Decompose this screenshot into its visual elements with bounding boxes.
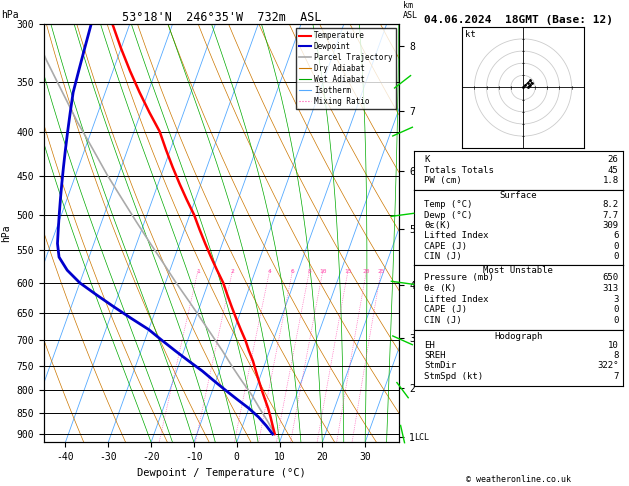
Text: 4: 4 (268, 269, 272, 274)
Text: 0: 0 (613, 305, 618, 314)
Y-axis label: Mixing Ratio (g/kg): Mixing Ratio (g/kg) (416, 177, 426, 289)
Text: kt: kt (465, 31, 476, 39)
Text: 1: 1 (196, 269, 200, 274)
Text: 15: 15 (344, 269, 352, 274)
Text: 0: 0 (613, 252, 618, 261)
Text: 04.06.2024  18GMT (Base: 12): 04.06.2024 18GMT (Base: 12) (424, 15, 613, 25)
Text: Lifted Index: Lifted Index (425, 295, 489, 304)
Text: StmSpd (kt): StmSpd (kt) (425, 372, 484, 381)
Y-axis label: hPa: hPa (1, 225, 11, 242)
Text: SREH: SREH (425, 351, 446, 360)
Text: 0: 0 (613, 242, 618, 251)
Text: 0: 0 (613, 316, 618, 325)
Text: CIN (J): CIN (J) (425, 316, 462, 325)
Text: hPa: hPa (1, 10, 19, 20)
Text: PW (cm): PW (cm) (425, 176, 462, 186)
Text: 309: 309 (603, 221, 618, 230)
Legend: Temperature, Dewpoint, Parcel Trajectory, Dry Adiabat, Wet Adiabat, Isotherm, Mi: Temperature, Dewpoint, Parcel Trajectory… (296, 28, 396, 109)
Text: 7: 7 (613, 372, 618, 381)
Text: EH: EH (425, 341, 435, 350)
Text: K: K (425, 155, 430, 164)
Text: StmDir: StmDir (425, 362, 457, 370)
Text: CIN (J): CIN (J) (425, 252, 462, 261)
Text: 322°: 322° (597, 362, 618, 370)
X-axis label: Dewpoint / Temperature (°C): Dewpoint / Temperature (°C) (137, 468, 306, 478)
Text: Temp (°C): Temp (°C) (425, 200, 473, 209)
Text: Surface: Surface (499, 191, 537, 200)
Text: θε (K): θε (K) (425, 284, 457, 293)
Text: 8.2: 8.2 (603, 200, 618, 209)
Text: km
ASL: km ASL (403, 0, 418, 20)
Title: 53°18'N  246°35'W  732m  ASL: 53°18'N 246°35'W 732m ASL (122, 11, 321, 24)
Text: Lifted Index: Lifted Index (425, 231, 489, 240)
Text: 25: 25 (377, 269, 385, 274)
Text: LCL: LCL (414, 433, 428, 442)
Text: Most Unstable: Most Unstable (483, 266, 554, 275)
Text: 7.7: 7.7 (603, 210, 618, 220)
Text: 45: 45 (608, 166, 618, 174)
Text: θε(K): θε(K) (425, 221, 451, 230)
Text: 3: 3 (613, 295, 618, 304)
Text: Dewp (°C): Dewp (°C) (425, 210, 473, 220)
Text: 20: 20 (363, 269, 370, 274)
Text: Totals Totals: Totals Totals (425, 166, 494, 174)
Text: 8: 8 (613, 351, 618, 360)
Text: 650: 650 (603, 274, 618, 282)
Text: 8: 8 (308, 269, 311, 274)
Text: 26: 26 (608, 155, 618, 164)
Text: © weatheronline.co.uk: © weatheronline.co.uk (466, 474, 571, 484)
Text: 2: 2 (231, 269, 235, 274)
Text: Hodograph: Hodograph (494, 331, 542, 341)
Text: 10: 10 (608, 341, 618, 350)
Text: 6: 6 (291, 269, 294, 274)
Text: 10: 10 (319, 269, 326, 274)
Text: 6: 6 (613, 231, 618, 240)
Text: CAPE (J): CAPE (J) (425, 242, 467, 251)
Text: 313: 313 (603, 284, 618, 293)
Text: Pressure (mb): Pressure (mb) (425, 274, 494, 282)
Text: CAPE (J): CAPE (J) (425, 305, 467, 314)
Text: 1.8: 1.8 (603, 176, 618, 186)
